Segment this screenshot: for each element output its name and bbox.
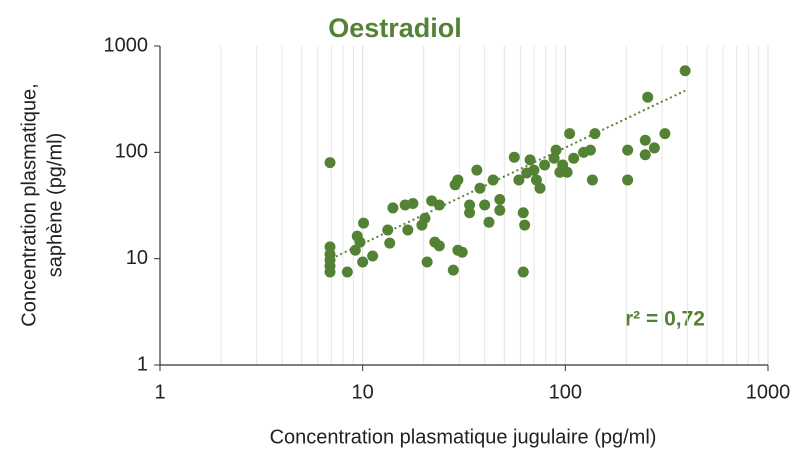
point: [367, 250, 379, 262]
point: [564, 128, 576, 140]
point: [642, 91, 654, 103]
point: [648, 142, 660, 154]
point: [679, 65, 691, 77]
x-tick-label: 1000: [746, 381, 791, 403]
point: [456, 246, 468, 258]
y-axis-label: Concentration plasmatique,: [18, 83, 40, 326]
y-tick-label: 100: [115, 141, 148, 163]
point: [324, 157, 336, 169]
x-tick-label: 10: [352, 381, 374, 403]
point: [622, 174, 634, 186]
point: [474, 182, 486, 194]
point: [387, 202, 399, 214]
point: [483, 216, 495, 228]
point: [464, 207, 476, 219]
point: [354, 236, 366, 248]
y-axis-label: saphène (pg/ml): [44, 133, 66, 278]
point: [341, 266, 353, 278]
x-tick-label: 1: [154, 381, 165, 403]
y-tick-label: 10: [126, 247, 148, 269]
point: [358, 217, 370, 229]
point: [494, 204, 506, 216]
point: [524, 154, 536, 166]
point: [517, 207, 529, 219]
point: [494, 194, 506, 206]
chart-title: Oestradiol: [328, 13, 462, 43]
point: [349, 244, 361, 256]
point: [471, 164, 483, 176]
point: [421, 256, 433, 268]
point: [534, 182, 546, 194]
point: [561, 166, 573, 178]
point: [433, 199, 445, 211]
point: [479, 199, 491, 211]
y-tick-label: 1000: [104, 34, 149, 56]
point: [589, 128, 601, 140]
point: [433, 240, 445, 252]
y-tick-label: 1: [137, 353, 148, 375]
x-axis-label: Concentration plasmatique jugulaire (pg/…: [270, 426, 657, 448]
point: [659, 128, 671, 140]
point: [419, 212, 431, 224]
annotation: r² = 0,72: [625, 308, 705, 331]
point: [447, 264, 459, 276]
point: [550, 144, 562, 156]
point: [382, 224, 394, 236]
point: [464, 199, 476, 211]
point: [508, 151, 520, 163]
point: [568, 152, 580, 164]
point: [586, 174, 598, 186]
point: [513, 174, 525, 186]
point: [639, 149, 651, 161]
point: [452, 174, 464, 186]
point: [384, 237, 396, 249]
point: [324, 266, 336, 278]
point: [584, 144, 596, 156]
point: [407, 198, 419, 210]
point: [402, 224, 414, 236]
point: [639, 134, 651, 146]
point: [357, 256, 369, 268]
x-tick-label: 100: [549, 381, 582, 403]
point: [487, 174, 499, 186]
point: [539, 159, 551, 171]
point: [622, 144, 634, 156]
point: [530, 174, 542, 186]
point: [528, 164, 540, 176]
point: [519, 219, 531, 231]
point: [517, 266, 529, 278]
